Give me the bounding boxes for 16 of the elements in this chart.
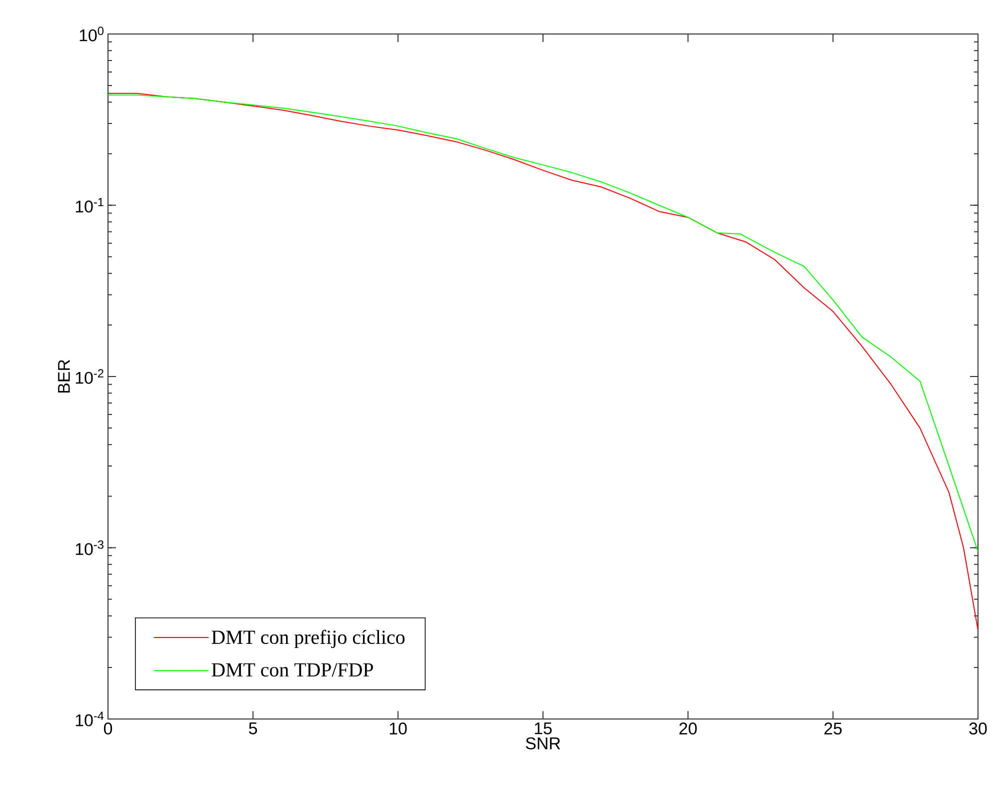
legend-label: DMT con TDP/FDP — [212, 663, 374, 677]
y-axis-title: BER — [58, 360, 70, 393]
x-axis-title: SNR — [526, 737, 560, 750]
y-tick-label: 10$^{-1}$ — [76, 198, 104, 213]
y-tick-label: 10$^{-2}$ — [76, 369, 104, 384]
legend-label: DMT con prefijo cíclico — [212, 630, 405, 648]
y-tick-label: 10$^{0}$ — [80, 26, 104, 42]
x-tick-label: 30 — [969, 722, 987, 735]
y-tick-label: 10$^{-3}$ — [76, 540, 104, 556]
y-tick-label: 10$^{-4}$ — [76, 712, 104, 726]
x-tick-label: 10 — [390, 722, 407, 735]
x-tick-label: 0 — [104, 722, 112, 735]
x-tick-label: 5 — [248, 722, 257, 734]
x-tick-label: 20 — [679, 722, 697, 735]
x-tick-label: 25 — [824, 722, 842, 735]
x-tick-label: 15 — [534, 722, 552, 734]
